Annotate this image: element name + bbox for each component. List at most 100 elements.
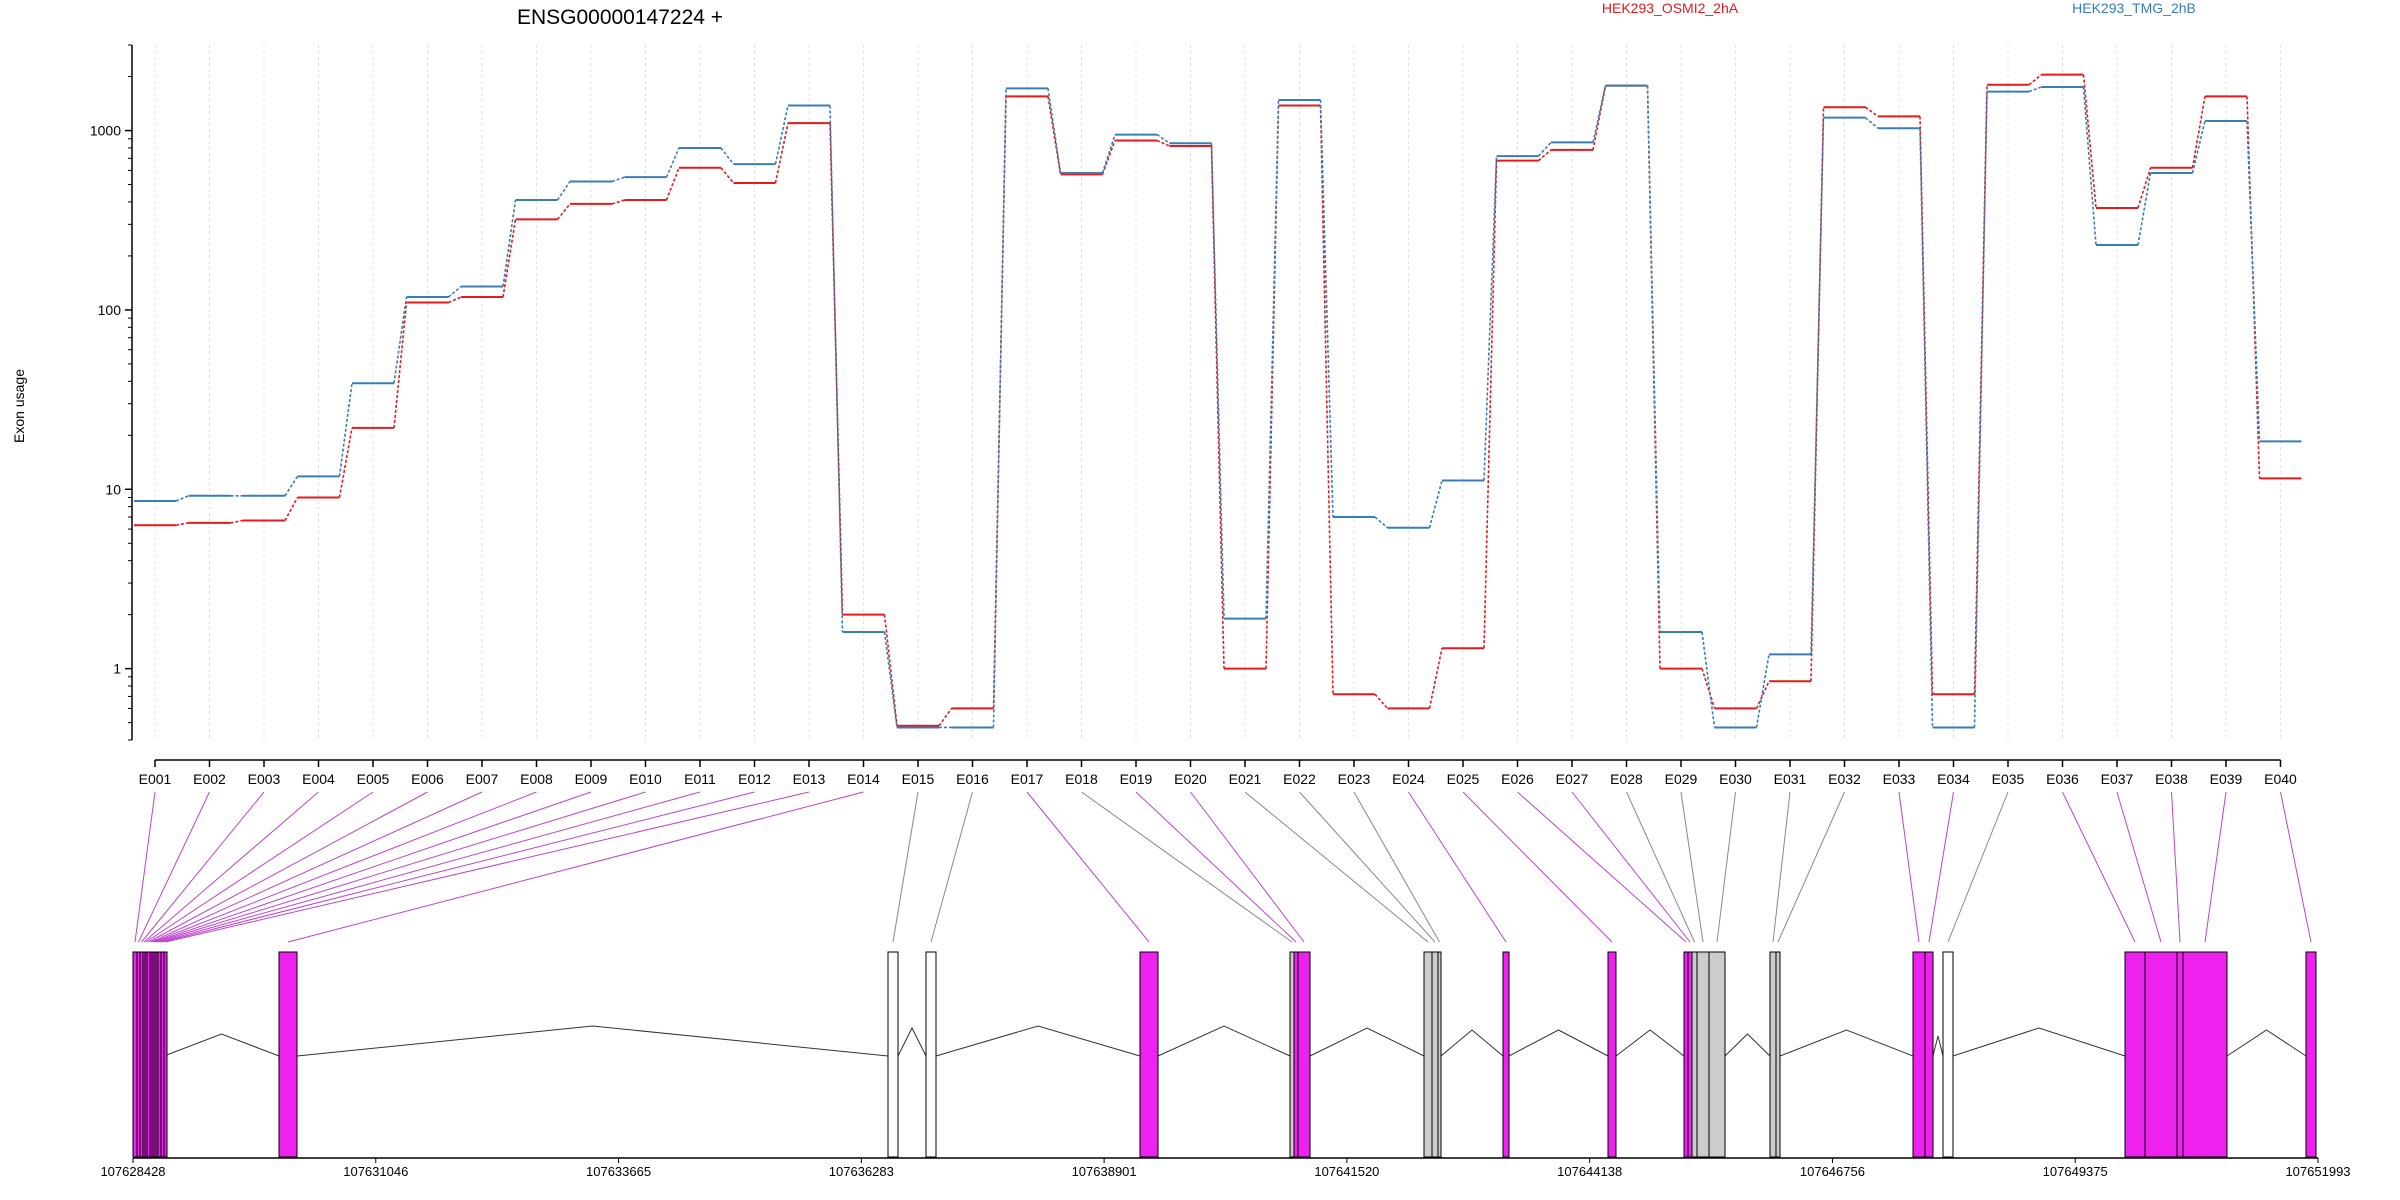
x-tick-label: E006 — [411, 771, 444, 787]
coordinate-label: 107631046 — [343, 1164, 408, 1179]
series-connector — [338, 383, 353, 477]
series-connector — [175, 522, 189, 527]
series-connector — [556, 181, 571, 201]
series-connector — [556, 203, 571, 220]
series-connector — [338, 427, 353, 498]
exon-box — [887, 951, 899, 1158]
coordinate-label: 107651993 — [2285, 1164, 2350, 1179]
x-tick-label: E012 — [738, 771, 771, 787]
series-connector — [393, 296, 408, 384]
exon-box — [132, 951, 138, 1158]
exon-box — [1942, 951, 1954, 1158]
series-connector — [1864, 117, 1879, 129]
x-tick-label: E031 — [1774, 771, 1807, 787]
exon-box — [1293, 951, 1299, 1158]
exon-box — [1502, 951, 1510, 1158]
exon-connector — [1777, 791, 1845, 943]
series-connector — [1919, 116, 1934, 695]
exon-connector — [134, 791, 156, 943]
exon-connector — [1408, 791, 1507, 943]
intron-line — [1615, 1029, 1685, 1057]
series-connector — [1428, 648, 1443, 709]
y-tick-label: 10 — [105, 481, 121, 497]
exon-box — [925, 951, 937, 1158]
series-connector — [1701, 668, 1716, 709]
exon-connector — [141, 791, 265, 943]
series-connector — [774, 105, 789, 165]
coordinate-label: 107636283 — [829, 1164, 894, 1179]
intron-line — [1309, 1027, 1425, 1057]
intron-line — [897, 1026, 927, 1057]
x-tick-label: E035 — [1992, 771, 2025, 787]
exon-connector — [1462, 791, 1613, 943]
exon-box — [1687, 951, 1693, 1158]
exon-connector — [1135, 791, 1297, 943]
x-tick-label: E033 — [1883, 771, 1916, 787]
exon-connector — [154, 791, 592, 943]
exon-box — [2182, 951, 2228, 1158]
exon-box — [1607, 951, 1617, 1158]
exon-box — [1431, 951, 1439, 1158]
exon-connector — [287, 791, 864, 943]
exon-connector — [930, 791, 973, 943]
series-connector — [1374, 693, 1389, 709]
y-axis: 1 10 100 1000 — [90, 44, 133, 741]
exon-box — [1423, 951, 1433, 1158]
exon-connector — [145, 791, 374, 943]
exon-connector — [1244, 791, 1429, 943]
x-tick-label: E013 — [793, 771, 826, 787]
exon-connector — [2116, 791, 2162, 943]
coordinate-label: 107649375 — [2043, 1164, 2108, 1179]
coordinate-label: 107633665 — [586, 1164, 651, 1179]
y-tick-label: 1 — [113, 661, 121, 677]
x-tick-label: E019 — [1120, 771, 1153, 787]
vertical-gridlines — [154, 45, 2281, 740]
series-connector — [502, 199, 517, 287]
x-tick-label: E037 — [2101, 771, 2134, 787]
exon-box — [2305, 951, 2317, 1158]
exon-connector — [1517, 791, 1687, 943]
exon-connector — [152, 791, 537, 943]
series-connector — [611, 176, 625, 183]
exon-box — [1769, 951, 1777, 1158]
exon-connector — [162, 791, 755, 943]
exon-box — [1683, 951, 1689, 1158]
exon-connector — [1626, 791, 1695, 943]
exon-connector — [138, 791, 210, 943]
series-connector — [992, 88, 1007, 728]
coordinate-label: 107641520 — [1314, 1164, 1379, 1179]
x-tick-label: E017 — [1011, 771, 1044, 787]
exon-connector — [892, 791, 919, 943]
y-axis-label: Exon usage — [11, 369, 27, 443]
chart-title: ENSG00000147224 + — [517, 6, 723, 29]
x-tick-label: E038 — [2155, 771, 2188, 787]
intron-line — [935, 1025, 1141, 1057]
series-connector — [1101, 140, 1116, 175]
exon-connector — [2280, 791, 2312, 943]
exon-box — [1691, 951, 1698, 1158]
exon-box — [2124, 951, 2146, 1158]
series-connector — [1973, 91, 1988, 728]
series-connector — [1592, 85, 1607, 151]
exon-connector — [2204, 791, 2227, 943]
exon-box — [278, 951, 298, 1158]
series-connector — [175, 495, 189, 502]
x-tick-label: E016 — [956, 771, 989, 787]
series-connector — [2028, 86, 2042, 93]
y-tick-label: 1000 — [90, 123, 121, 139]
series-connector — [2246, 121, 2261, 442]
series-connector — [1210, 146, 1225, 669]
series-connector — [1374, 516, 1389, 529]
intron-line — [1779, 1029, 1914, 1057]
x-tick-label: E001 — [139, 771, 172, 787]
series-connector — [2137, 172, 2152, 246]
series-connector — [1428, 480, 1443, 528]
series-connector — [2082, 86, 2097, 246]
exon-box — [1437, 951, 1442, 1158]
x-tick-label: E014 — [847, 771, 880, 787]
series-lines — [134, 73, 2302, 729]
x-tick-label: E036 — [2046, 771, 2079, 787]
series-connector — [1865, 106, 1879, 118]
exon-connector — [143, 791, 319, 943]
